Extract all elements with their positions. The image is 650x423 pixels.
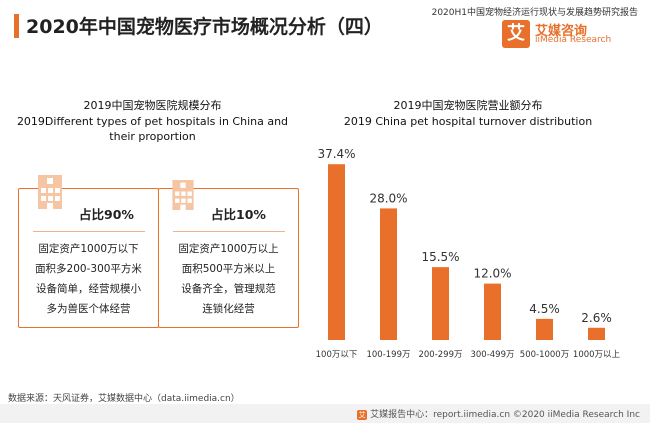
left-panel-title-cn: 2019中国宠物医院规模分布	[83, 99, 222, 112]
card-desc-line: 固定资产1000万以下	[38, 243, 139, 255]
card-description: 固定资产1000万以上 面积500平方米以上 设备齐全，管理规范 连锁化经营	[159, 239, 298, 319]
logo-name-en: iiMedia Research	[535, 35, 612, 45]
iimedia-footer-icon: 艾	[357, 409, 368, 420]
data-source: 数据来源：天风证券，艾媒数据中心（data.iimedia.cn）	[8, 394, 240, 404]
left-panel-title-en-line1: 2019Different types of pet hospitals in …	[16, 115, 289, 128]
data-label-0: 37.4%	[317, 147, 355, 161]
card-divider	[33, 231, 145, 232]
data-label-1: 28.0%	[369, 191, 407, 205]
category-label-3: 300-499万	[470, 350, 514, 360]
right-panel-title-en: 2019 China pet hospital turnover distrib…	[343, 115, 593, 128]
card-desc-line: 面积多200-300平方米	[35, 263, 142, 275]
data-label-4: 4.5%	[529, 302, 560, 316]
card-desc-line: 固定资产1000万以上	[178, 243, 279, 255]
card-desc-line: 面积500平方米以上	[181, 263, 276, 275]
card-divider	[173, 231, 285, 232]
hospital-card-small: 占比90% 固定资产1000万以下 面积多200-300平方米 设备简单，经营规…	[18, 188, 159, 328]
card-description: 固定资产1000万以下 面积多200-300平方米 设备简单，经营规模小 多为兽…	[19, 239, 158, 319]
bar-5	[588, 327, 605, 340]
iimedia-logo: 艾 艾媒咨询 iiMedia Research	[502, 20, 642, 48]
footer-bar: 艾艾媒报告中心：report.iimedia.cn ©2020 iiMedia …	[0, 404, 650, 423]
data-label-5: 2.6%	[581, 311, 612, 325]
category-label-2: 200-299万	[418, 350, 462, 360]
hospital-building-icon	[38, 175, 62, 209]
category-label-5: 1000万以上	[573, 350, 621, 360]
bar-2	[432, 267, 449, 340]
logo-badge: 艾	[502, 20, 530, 48]
report-name: 2020H1中国宠物经济运行现状与发展趋势研究报告	[431, 8, 638, 18]
footer-caption: 艾媒报告中心：report.iimedia.cn ©2020 iiMedia R…	[370, 410, 640, 420]
hospital-card-large: 占比10% 固定资产1000万以上 面积500平方米以上 设备齐全，管理规范 连…	[158, 188, 299, 328]
right-panel-title-cn: 2019中国宠物医院营业额分布	[393, 99, 543, 112]
category-label-4: 500-1000万	[520, 350, 569, 360]
page-title: 2020年中国宠物医疗市场概况分析（四）	[26, 16, 383, 38]
data-label-3: 12.0%	[473, 267, 511, 281]
card-desc-line: 多为兽医个体经营	[46, 303, 131, 315]
category-label-1: 100-199万	[366, 350, 410, 360]
footer-text: 艾艾媒报告中心：report.iimedia.cn ©2020 iiMedia …	[357, 407, 640, 420]
card-ratio: 占比90%	[79, 207, 134, 222]
bar-4	[536, 318, 553, 340]
bar-1	[380, 208, 397, 340]
card-desc-line: 连锁化经营	[202, 303, 255, 315]
card-desc-line: 设备简单，经营规模小	[36, 283, 141, 295]
category-label-0: 100万以下	[316, 350, 358, 360]
left-panel-title-en-line2: their proportion	[109, 130, 196, 143]
turnover-bar-chart: 37.4% 100万以下 28.0% 100-199万 15.5% 200-299万 12.…	[316, 147, 621, 360]
card-desc-line: 设备齐全，管理规范	[181, 283, 276, 295]
hospital-building-icon	[172, 180, 194, 210]
title-accent-bar	[14, 14, 19, 38]
bar-3	[484, 283, 501, 340]
card-ratio: 占比10%	[211, 207, 266, 222]
logo-name-cn: 艾媒咨询	[535, 24, 588, 39]
data-label-2: 15.5%	[421, 250, 459, 264]
bar-0	[328, 164, 345, 340]
